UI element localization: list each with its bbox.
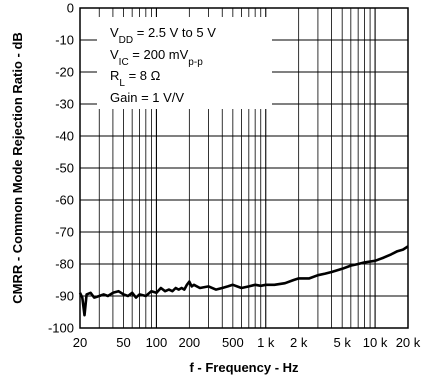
annotation-segment: DD (119, 35, 133, 46)
x-tick-label: 10 k (363, 335, 388, 350)
annotation-segment: p-p (188, 57, 203, 68)
y-axis-title: CMRR - Common Mode Rejection Ratio - dB (10, 32, 25, 304)
x-tick-label: 50 (116, 335, 130, 350)
x-tick-label: 5 k (334, 335, 352, 350)
annotation-segment: V (110, 25, 119, 40)
x-tick-label: 1 k (257, 335, 275, 350)
y-tick-label: -40 (55, 129, 74, 144)
x-tick-label: 20 k (396, 335, 421, 350)
annotation-line: Gain = 1 V/V (110, 90, 184, 105)
y-tick-label: -30 (55, 97, 74, 112)
x-tick-label: 500 (222, 335, 244, 350)
x-tick-label: 100 (146, 335, 168, 350)
y-tick-label: -20 (55, 65, 74, 80)
x-tick-label: 200 (178, 335, 200, 350)
x-tick-labels: 20 50 100 200 500 1 k 2 k 5 k 10 k 20 k (73, 335, 421, 350)
annotation-segment: V (110, 47, 119, 62)
y-tick-label: -60 (55, 193, 74, 208)
annotation-segment: = 8 Ω (125, 68, 161, 83)
annotation-segment: IC (119, 57, 129, 68)
annotation-line: VIC = 200 mVp-p (110, 47, 203, 68)
annotation-segment: Gain = 1 V/V (110, 90, 184, 105)
annotation-segment: L (119, 78, 125, 89)
y-tick-label: -50 (55, 161, 74, 176)
y-tick-label: -70 (55, 225, 74, 240)
annotation-line: RL = 8 Ω (110, 68, 161, 89)
y-tick-label: 0 (67, 1, 74, 16)
y-tick-label: -80 (55, 257, 74, 272)
y-tick-label: -100 (48, 321, 74, 336)
annotation-line: VDD = 2.5 V to 5 V (110, 25, 216, 46)
y-tick-label: -90 (55, 289, 74, 304)
y-tick-label: -10 (55, 33, 74, 48)
plot-frame (79, 7, 409, 329)
annotation-segment: = 200 mV (129, 47, 189, 62)
series-layer (78, 245, 409, 317)
annotation-segment: = 2.5 V to 5 V (133, 25, 216, 40)
x-axis-title: f - Frequency - Hz (189, 360, 299, 375)
annotation-segment: R (110, 68, 119, 83)
cmrr-series-line (78, 245, 409, 317)
x-tick-label: 20 (73, 335, 87, 350)
x-tick-label: 2 k (290, 335, 308, 350)
y-tick-labels: 0 -10 -20 -30 -40 -50 -60 -70 -80 -90 -100 (48, 1, 74, 336)
annotation-background (97, 17, 272, 109)
